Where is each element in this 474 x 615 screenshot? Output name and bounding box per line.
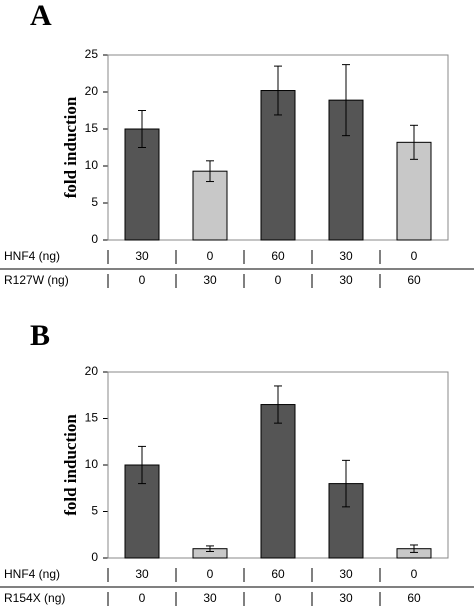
table-cell: 0 — [207, 249, 214, 263]
table-cell: 30 — [135, 249, 149, 263]
table-cell: 60 — [271, 567, 285, 581]
y-tick-label: 20 — [85, 84, 99, 98]
table-cell: 0 — [207, 567, 214, 581]
table-cell: 0 — [139, 273, 146, 287]
table-cell: 60 — [407, 591, 421, 605]
row-label: HNF4 (ng) — [4, 249, 60, 263]
table-cell: 0 — [411, 249, 418, 263]
row-label: R127W (ng) — [4, 273, 69, 287]
y-tick-label: 0 — [91, 232, 98, 246]
y-tick-label: 10 — [85, 158, 99, 172]
table-cell: 30 — [135, 567, 149, 581]
table-cell: 0 — [275, 591, 282, 605]
row-label: HNF4 (ng) — [4, 567, 60, 581]
table-cell: 30 — [339, 249, 353, 263]
y-tick-label: 5 — [91, 504, 98, 518]
y-tick-label: 25 — [85, 47, 99, 61]
table-cell: 30 — [203, 273, 217, 287]
y-tick-label: 15 — [85, 121, 99, 135]
table-cell: 30 — [339, 273, 353, 287]
table-cell: 30 — [339, 591, 353, 605]
y-tick-label: 15 — [85, 411, 99, 425]
y-axis-label: fold induction — [61, 414, 80, 516]
table-cell: 0 — [275, 273, 282, 287]
y-tick-label: 20 — [85, 364, 99, 378]
table-cell: 30 — [339, 567, 353, 581]
row-label: R154X (ng) — [4, 591, 65, 605]
y-tick-label: 10 — [85, 457, 99, 471]
bar — [192, 170, 228, 241]
bar — [260, 404, 296, 559]
table-cell: 60 — [407, 273, 421, 287]
y-axis-label: fold induction — [61, 96, 80, 198]
table-cell: 30 — [203, 591, 217, 605]
panel-label: B — [30, 319, 50, 352]
y-tick-label: 5 — [91, 195, 98, 209]
y-tick-label: 0 — [91, 550, 98, 564]
panel-label: A — [30, 0, 52, 32]
table-cell: 60 — [271, 249, 285, 263]
table-cell: 0 — [411, 567, 418, 581]
table-cell: 0 — [139, 591, 146, 605]
